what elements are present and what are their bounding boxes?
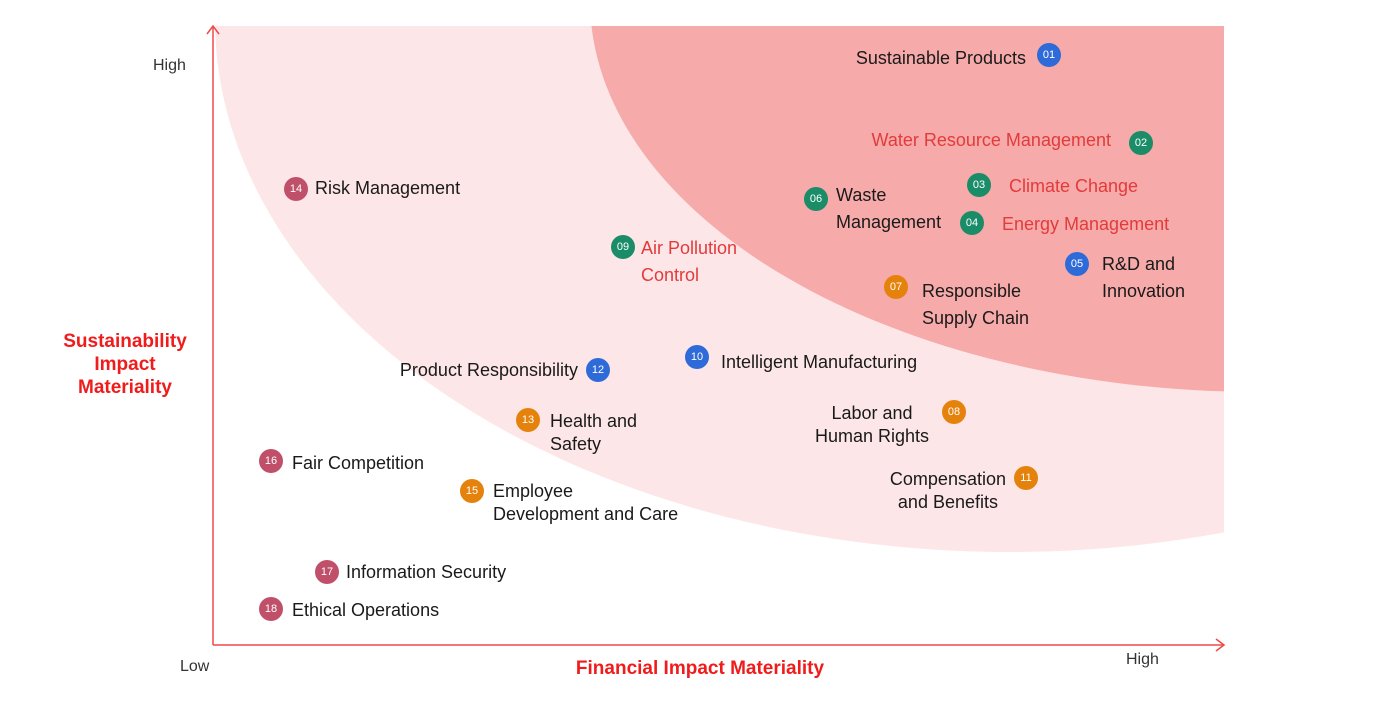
topic-label-line: Risk Management bbox=[315, 177, 461, 198]
topic-label: Climate Change bbox=[1009, 173, 1138, 200]
topic-label-line: Supply Chain bbox=[922, 307, 1030, 328]
topic-label-line: Climate Change bbox=[1009, 175, 1139, 196]
topic-label-line: Ethical Operations bbox=[292, 599, 440, 620]
topic-label: Responsible Supply Chain bbox=[922, 278, 1029, 332]
topic-label-line: Innovation bbox=[1102, 280, 1186, 301]
topic-label: Air Pollution Control bbox=[641, 235, 737, 289]
topic-badge: 15 bbox=[460, 479, 484, 503]
topic-label-line: Intelligent Manufacturing bbox=[721, 351, 918, 372]
topic-badge: 04 bbox=[960, 211, 984, 235]
topic-badge: 12 bbox=[586, 358, 610, 382]
topic-label-line: Safety bbox=[550, 433, 602, 454]
x-axis-title: Financial Impact Materiality bbox=[575, 658, 825, 679]
topic-badge: 06 bbox=[804, 187, 828, 211]
topic-label: Information Security bbox=[346, 559, 506, 586]
high-materiality-zone bbox=[591, 26, 1224, 392]
topic-label-line: Sustainable Products bbox=[855, 47, 1026, 68]
topic-label: Product Responsibility bbox=[400, 357, 578, 384]
topic-label-line: Human Rights bbox=[814, 425, 929, 446]
topic-label: Risk Management bbox=[315, 175, 460, 202]
topic-badge: 08 bbox=[942, 400, 966, 424]
topic-badge: 01 bbox=[1037, 43, 1061, 67]
x-axis-high-label: High bbox=[1126, 651, 1159, 668]
topic-label: Employee Development and Care bbox=[493, 480, 678, 526]
topic-label: Fair Competition bbox=[292, 450, 424, 477]
x-axis-arrow-icon bbox=[1215, 638, 1226, 652]
y-axis-high-label: High bbox=[153, 57, 186, 74]
topic-label-line: Labor and bbox=[831, 402, 913, 423]
y-axis-title-line: Impact bbox=[94, 354, 156, 375]
topic-badge: 14 bbox=[284, 177, 308, 201]
topic-label-line: Product Responsibility bbox=[399, 359, 578, 380]
topic-label: Sustainable Products bbox=[856, 45, 1026, 72]
topic-label-line: Responsible bbox=[922, 280, 1022, 301]
topic-badge: 16 bbox=[259, 449, 283, 473]
topic-badge: 02 bbox=[1129, 131, 1153, 155]
topic-label-line: Control bbox=[641, 264, 700, 285]
topic-label-line: Development and Care bbox=[493, 503, 679, 524]
topic-badge: 05 bbox=[1065, 252, 1089, 276]
topic-badge: 07 bbox=[884, 275, 908, 299]
y-axis-title-line: Sustainability bbox=[63, 331, 187, 352]
topic-badge: 13 bbox=[516, 408, 540, 432]
topic-badge: 09 bbox=[611, 235, 635, 259]
topic-label-line: Health and bbox=[550, 410, 638, 431]
topic-badge: 03 bbox=[967, 173, 991, 197]
topic-label: Energy Management bbox=[1002, 211, 1169, 238]
y-axis-title: Sustainability Impact Materiality bbox=[50, 330, 200, 399]
topic-label: Water Resource Management bbox=[872, 127, 1111, 154]
topic-label-line: Management bbox=[836, 211, 942, 232]
topic-label-line: Air Pollution bbox=[641, 237, 738, 258]
topic-label: Ethical Operations bbox=[292, 597, 439, 624]
x-axis-low-label: Low bbox=[180, 658, 210, 675]
topic-badge: 18 bbox=[259, 597, 283, 621]
y-axis-title-line: Materiality bbox=[78, 377, 172, 398]
topic-badge: 10 bbox=[685, 345, 709, 369]
y-axis-arrow-icon bbox=[206, 24, 220, 35]
topic-badge: 11 bbox=[1014, 466, 1038, 490]
topic-label-line: Compensation bbox=[889, 468, 1006, 489]
topic-label-line: Information Security bbox=[346, 561, 507, 582]
topic-label: Compensation and Benefits bbox=[890, 468, 1006, 514]
topic-label-line: and Benefits bbox=[897, 491, 998, 512]
topic-label: R&D and Innovation bbox=[1102, 251, 1185, 305]
topic-badge: 17 bbox=[315, 560, 339, 584]
topic-label: Intelligent Manufacturing bbox=[721, 349, 917, 376]
topic-label: Labor and Human Rights bbox=[815, 402, 929, 448]
topic-label-line: Fair Competition bbox=[292, 452, 425, 473]
topic-label-line: R&D and bbox=[1102, 253, 1176, 274]
topic-label-line: Waste bbox=[836, 184, 887, 205]
topic-label: Health and Safety bbox=[550, 410, 637, 456]
topic-label-line: Employee bbox=[493, 480, 574, 501]
topic-label-line: Water Resource Management bbox=[871, 129, 1111, 150]
topic-label-line: Energy Management bbox=[1002, 213, 1170, 234]
topic-label: Waste Management bbox=[836, 182, 941, 236]
